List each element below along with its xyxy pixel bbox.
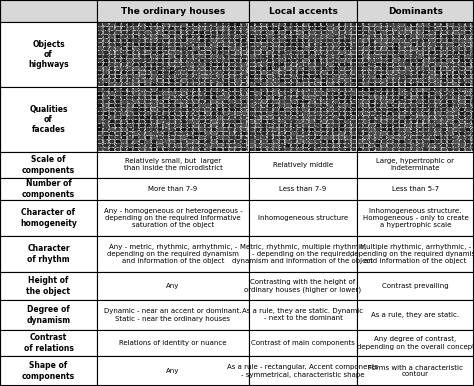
Bar: [97, 178, 249, 200]
Bar: [0, 200, 97, 236]
Text: Relatively small, but  larger
than inside the microdistrict: Relatively small, but larger than inside…: [124, 159, 222, 171]
Bar: [0, 178, 97, 200]
Bar: [357, 87, 474, 152]
Bar: [97, 200, 249, 236]
Bar: [0, 300, 97, 330]
Bar: [249, 330, 357, 356]
Text: Inhomogeneous structure: Inhomogeneous structure: [258, 215, 348, 221]
Text: Dominants: Dominants: [388, 7, 443, 15]
Bar: [97, 87, 249, 152]
Bar: [0, 330, 97, 356]
Text: As a rule, they are static. Dynamic
- next to the dominant: As a rule, they are static. Dynamic - ne…: [242, 308, 364, 322]
Bar: [249, 356, 357, 386]
Text: Any - metric, rhythmic, arrhythmic, -
depending on the required dynamism
and inf: Any - metric, rhythmic, arrhythmic, - de…: [107, 244, 239, 264]
Bar: [0, 272, 97, 300]
Bar: [249, 300, 357, 330]
Bar: [97, 0, 249, 22]
Text: Character
of rhythm: Character of rhythm: [27, 244, 70, 264]
Text: Local accents: Local accents: [269, 7, 337, 15]
Bar: [357, 0, 474, 22]
Text: Forms with a characteristic
contour: Forms with a characteristic contour: [368, 364, 463, 378]
Text: Less than 5-7: Less than 5-7: [392, 186, 439, 192]
Bar: [97, 236, 249, 272]
Bar: [357, 200, 474, 236]
Text: Any degree of contrast,
depending on the overall concept: Any degree of contrast, depending on the…: [356, 337, 474, 349]
Text: Shape of
components: Shape of components: [22, 361, 75, 381]
Bar: [0, 356, 97, 386]
Text: Contrast of main components: Contrast of main components: [251, 340, 355, 346]
Text: Relatively middle: Relatively middle: [273, 162, 333, 168]
Text: Qualities
of
facades: Qualities of facades: [29, 105, 68, 134]
Bar: [97, 22, 249, 87]
Text: As a rule, they are static.: As a rule, they are static.: [372, 312, 460, 318]
Bar: [0, 87, 97, 152]
Text: The ordinary houses: The ordinary houses: [121, 7, 225, 15]
Bar: [357, 330, 474, 356]
Text: Character of
homogeneity: Character of homogeneity: [20, 208, 77, 228]
Bar: [0, 22, 97, 87]
Text: Inhomogeneous structure.
Homogeneous - only to create
a hypertrophic scale: Inhomogeneous structure. Homogeneous - o…: [363, 208, 468, 228]
Bar: [357, 152, 474, 178]
Text: Height of
the object: Height of the object: [27, 276, 71, 296]
Text: Multiple rhythmic, arrhythmic, -
depending on the required dynamism
and informat: Multiple rhythmic, arrhythmic, - dependi…: [349, 244, 474, 264]
Bar: [0, 0, 97, 22]
Bar: [97, 300, 249, 330]
Bar: [357, 236, 474, 272]
Bar: [249, 236, 357, 272]
Text: Less than 7-9: Less than 7-9: [279, 186, 327, 192]
Bar: [357, 22, 474, 87]
Text: Objects
of
highways: Objects of highways: [28, 40, 69, 69]
Bar: [97, 356, 249, 386]
Bar: [97, 330, 249, 356]
Text: Metric, rhythmic, multiple rhythmic,
- depending on the required,-
dynamism and : Metric, rhythmic, multiple rhythmic, - d…: [233, 244, 374, 264]
Text: Dynamic - near an accent or dominant.
Static - near the ordinary houses: Dynamic - near an accent or dominant. St…: [104, 308, 242, 322]
Text: As a rule - rectangular. Accent components
- symmetrical, characteristic shape: As a rule - rectangular. Accent componen…: [228, 364, 379, 378]
Bar: [357, 272, 474, 300]
Text: Any - homogeneous or heterogeneous -
depending on the required informative
satur: Any - homogeneous or heterogeneous - dep…: [104, 208, 242, 228]
Bar: [249, 152, 357, 178]
Bar: [249, 87, 357, 152]
Bar: [97, 272, 249, 300]
Bar: [249, 200, 357, 236]
Text: Any: Any: [166, 283, 180, 289]
Bar: [249, 178, 357, 200]
Text: Number of
components: Number of components: [22, 179, 75, 199]
Bar: [249, 272, 357, 300]
Text: More than 7-9: More than 7-9: [148, 186, 198, 192]
Bar: [0, 152, 97, 178]
Text: Degree of
dynamism: Degree of dynamism: [27, 305, 71, 325]
Text: Large, hypertrophic or
indeterminate: Large, hypertrophic or indeterminate: [376, 159, 455, 171]
Text: Any: Any: [166, 368, 180, 374]
Text: Contrast
of relations: Contrast of relations: [24, 333, 73, 353]
Bar: [357, 300, 474, 330]
Bar: [357, 178, 474, 200]
Bar: [0, 236, 97, 272]
Bar: [249, 0, 357, 22]
Text: Scale of
components: Scale of components: [22, 155, 75, 175]
Text: Relations of identity or nuance: Relations of identity or nuance: [119, 340, 227, 346]
Bar: [357, 356, 474, 386]
Bar: [249, 22, 357, 87]
Bar: [97, 152, 249, 178]
Text: Contrasting with the height of
ordinary houses (higher or lower): Contrasting with the height of ordinary …: [245, 279, 362, 293]
Text: Contrast prevailing: Contrast prevailing: [382, 283, 449, 289]
